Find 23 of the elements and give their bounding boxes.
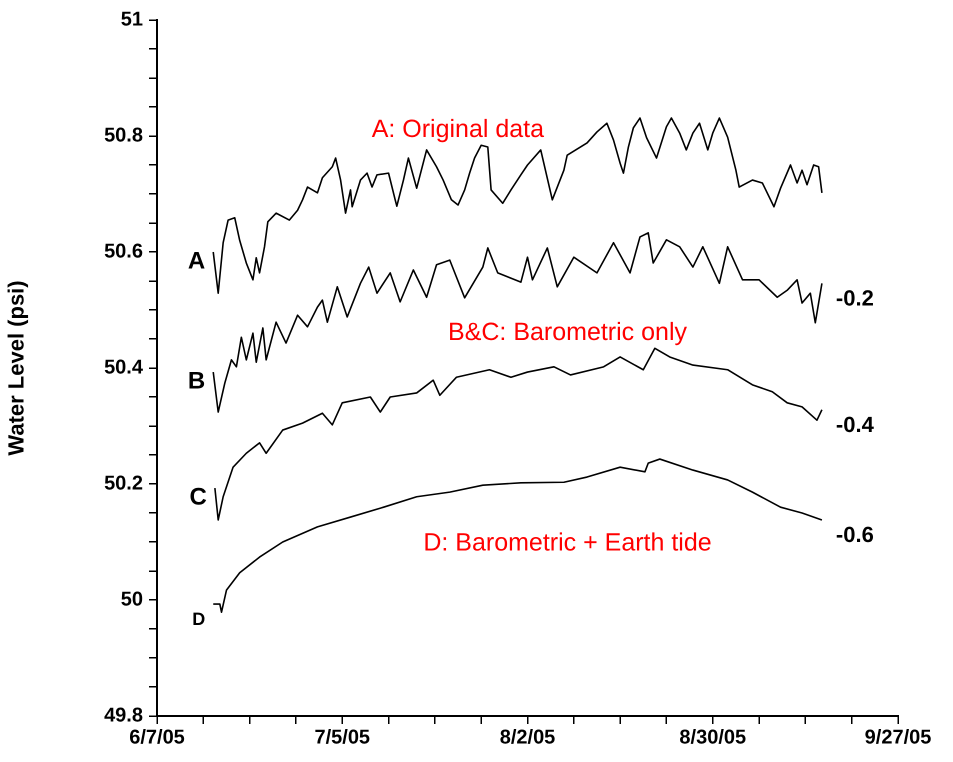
y-tick-label: 51 [120,8,143,31]
annotation: D: Barometric + Earth tide [423,528,712,556]
series-label: A [188,248,206,275]
annotation: -0.6 [836,522,874,548]
x-tick-label: 6/7/05 [129,726,185,749]
series-label: D [192,609,206,630]
x-tick-label: 8/30/05 [679,726,746,749]
y-tick-label: 49.8 [104,704,143,727]
annotation: B&C: Barometric only [448,318,688,346]
annotation: -0.2 [836,285,874,310]
x-tick-label: 7/5/05 [314,726,370,749]
y-tick-label: 50.2 [104,472,143,495]
annotation: -0.4 [836,412,875,437]
series-label: B [188,368,206,395]
y-tick-label: 50.4 [104,356,144,379]
y-tick-label: 50.6 [104,240,143,263]
y-tick-label: 50 [120,588,143,611]
x-tick-label: 8/2/05 [500,726,556,749]
y-axis-title: Water Level (psi) [3,280,28,456]
y-tick-label: 50.8 [104,124,143,147]
x-tick-label: 9/27/05 [864,726,932,749]
annotation: A: Original data [372,114,544,143]
series-label: C [190,484,207,511]
